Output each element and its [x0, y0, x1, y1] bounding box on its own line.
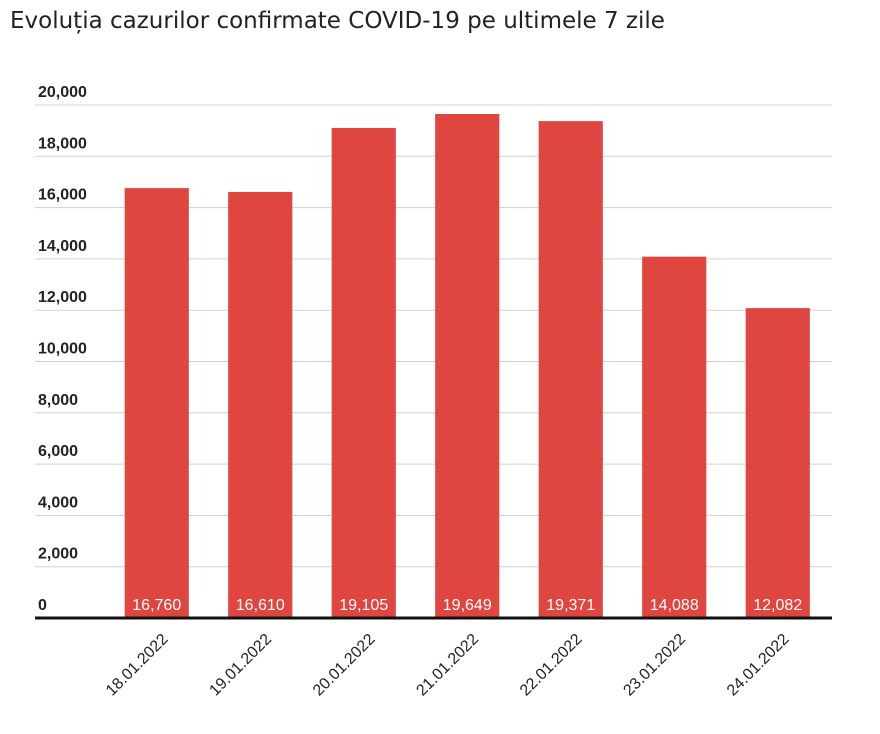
- x-tick-label: 22.01.2022: [517, 631, 586, 700]
- bar: [642, 256, 707, 618]
- bar: [538, 121, 603, 618]
- value-label: 19,649: [443, 597, 492, 614]
- bar: [228, 191, 293, 619]
- y-tick-label: 16,000: [38, 187, 87, 204]
- y-tick-label: 14,000: [38, 238, 87, 255]
- x-tick-label: 23.01.2022: [620, 631, 689, 700]
- bar: [331, 127, 396, 618]
- x-tick-label: 20.01.2022: [310, 631, 379, 700]
- y-tick-label: 6,000: [38, 443, 78, 460]
- y-tick-label: 12,000: [38, 289, 87, 306]
- y-tick-label: 4,000: [38, 494, 78, 511]
- value-label: 19,371: [546, 597, 595, 614]
- y-tick-label: 8,000: [38, 392, 78, 409]
- chart-title: Evoluția cazurilor confirmate COVID-19 p…: [10, 8, 665, 34]
- y-tick-label: 0: [38, 597, 47, 614]
- value-label: 12,082: [753, 597, 802, 614]
- value-label: 19,105: [339, 597, 388, 614]
- bar: [745, 308, 810, 618]
- y-tick-label: 2,000: [38, 546, 78, 563]
- value-label: 16,760: [132, 597, 181, 614]
- value-label: 16,610: [236, 597, 285, 614]
- bar: [435, 114, 500, 619]
- x-tick-label: 24.01.2022: [724, 631, 793, 700]
- y-tick-label: 20,000: [38, 84, 87, 101]
- value-label: 14,088: [650, 597, 699, 614]
- x-tick-label: 18.01.2022: [103, 631, 172, 700]
- y-tick-label: 10,000: [38, 341, 87, 358]
- y-tick-label: 18,000: [38, 135, 87, 152]
- bar: [124, 188, 189, 618]
- x-tick-label: 19.01.2022: [206, 631, 275, 700]
- x-tick-label: 21.01.2022: [413, 631, 482, 700]
